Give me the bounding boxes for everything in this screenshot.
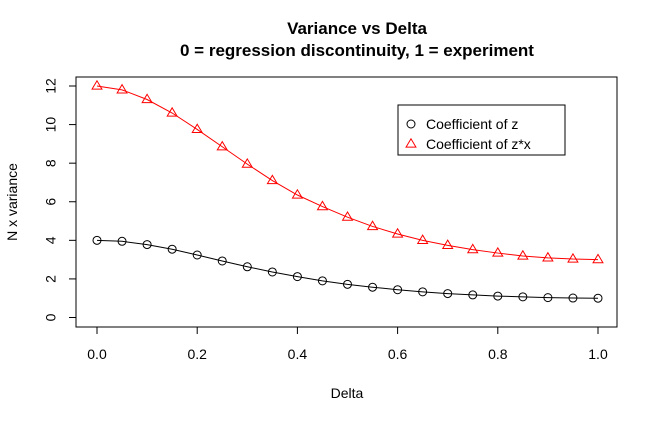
data-point [416,234,429,244]
data-point [341,211,354,221]
legend-label: Coefficient of z [426,116,518,132]
y-tick-label: 8 [43,159,59,167]
data-point [368,282,378,292]
series-line [96,85,599,261]
x-tick-label: 0.8 [488,346,508,362]
chart-subtitle: 0 = regression discontinuity, 1 = experi… [180,41,534,60]
data-point [466,243,479,254]
data-point [343,279,352,289]
y-tick-label: 0 [43,313,59,321]
x-tick-label: 1.0 [588,346,608,362]
data-point [166,106,178,117]
series-layer [91,79,604,303]
data-point [116,83,128,94]
data-point [366,220,379,231]
data-point [241,157,254,168]
data-point [542,251,554,262]
data-point [443,289,453,299]
data-point [491,246,504,257]
y-tick-label: 12 [43,78,59,94]
data-point [418,287,428,297]
y-axis: 0 2 4 6 8 10 12 [43,78,77,321]
x-tick-label: 0.6 [388,346,408,362]
data-point [543,293,553,303]
data-point [192,250,202,260]
y-tick-label: 4 [43,236,59,244]
data-point [91,79,103,90]
data-point [267,267,277,277]
x-axis: 0.0 0.2 0.4 0.6 0.8 1.0 [87,326,608,362]
legend-marker [405,137,417,148]
data-point [441,239,454,249]
x-axis-label: Delta [331,385,364,401]
data-point [518,292,528,302]
data-point [266,174,279,185]
data-point [567,252,579,263]
legend-marker [406,119,416,129]
data-point [141,93,153,104]
data-point [592,253,604,264]
series-1 [92,235,603,303]
data-point [468,290,478,300]
data-point [216,140,229,151]
x-tick-label: 0.2 [187,346,207,362]
data-point [117,236,127,246]
data-point [517,249,529,260]
data-point [568,293,578,303]
series-line [96,239,599,299]
data-point [142,240,152,250]
data-point [92,235,102,245]
y-tick-label: 10 [43,117,59,133]
data-point [316,200,329,211]
data-point [291,188,304,199]
data-point [593,293,603,303]
series-2 [91,79,604,264]
legend-label: Coefficient of z*x [426,136,531,152]
legend-box [397,104,566,156]
data-point [217,256,227,266]
y-tick-label: 2 [43,275,59,283]
y-tick-label: 6 [43,198,59,206]
x-tick-label: 0.4 [288,346,308,362]
x-tick-label: 0.0 [87,346,107,362]
data-point [167,244,177,254]
data-point [191,123,204,134]
data-point [391,227,404,238]
data-point [242,262,252,272]
chart-title: Variance vs Delta [287,19,427,38]
data-point [393,285,403,295]
data-point [317,276,327,286]
data-point [292,272,302,282]
data-point [493,291,503,301]
y-axis-label: N x variance [4,163,20,241]
legend: Coefficient of z Coefficient of z*x [397,104,566,156]
